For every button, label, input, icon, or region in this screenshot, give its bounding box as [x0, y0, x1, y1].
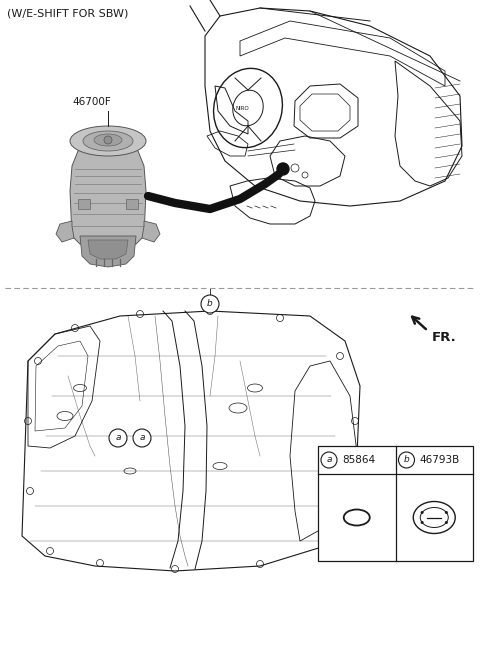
- Text: 46793B: 46793B: [420, 455, 460, 465]
- Text: b: b: [404, 455, 409, 464]
- Polygon shape: [142, 221, 160, 242]
- Circle shape: [445, 521, 448, 524]
- Polygon shape: [70, 140, 146, 248]
- Bar: [126, 199, 138, 209]
- Text: a: a: [139, 434, 145, 443]
- Circle shape: [445, 511, 448, 514]
- Bar: [78, 199, 90, 209]
- Text: a: a: [326, 455, 332, 464]
- Text: a: a: [115, 434, 121, 443]
- Ellipse shape: [94, 134, 122, 146]
- Ellipse shape: [70, 126, 146, 156]
- Text: b: b: [207, 300, 213, 308]
- Circle shape: [133, 429, 151, 447]
- Circle shape: [104, 136, 112, 144]
- Circle shape: [109, 429, 127, 447]
- Text: 85864: 85864: [342, 455, 375, 465]
- Bar: [318, 446, 473, 561]
- Circle shape: [420, 511, 424, 514]
- Text: FR.: FR.: [432, 331, 457, 344]
- Polygon shape: [88, 240, 128, 259]
- Ellipse shape: [83, 131, 133, 151]
- Polygon shape: [56, 221, 74, 242]
- Circle shape: [420, 521, 424, 524]
- Circle shape: [321, 452, 337, 468]
- Circle shape: [201, 295, 219, 313]
- Circle shape: [398, 452, 415, 468]
- Text: (W/E-SHIFT FOR SBW): (W/E-SHIFT FOR SBW): [7, 8, 128, 18]
- Text: NIRO: NIRO: [235, 106, 249, 110]
- Polygon shape: [80, 236, 136, 267]
- Circle shape: [277, 163, 289, 175]
- Text: 46700F: 46700F: [72, 97, 111, 107]
